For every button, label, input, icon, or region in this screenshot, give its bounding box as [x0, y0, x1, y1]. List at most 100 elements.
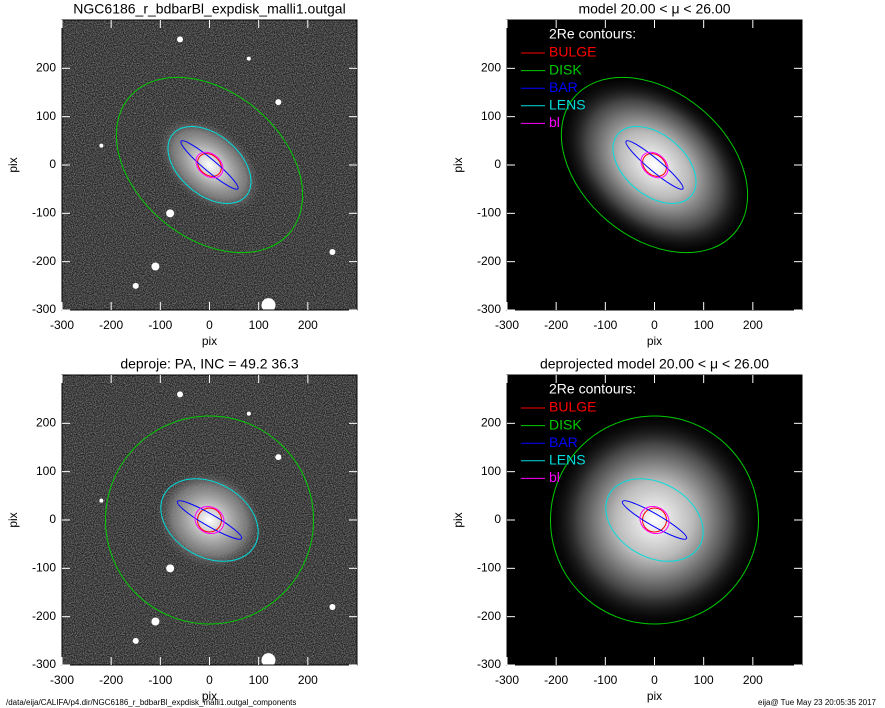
- y-tick-label: -200: [477, 254, 501, 268]
- y-tick-label: -200: [32, 254, 56, 268]
- chart-title: deproje: PA, INC = 49.2 36.3: [120, 356, 299, 372]
- legend-label: BAR: [549, 79, 578, 95]
- x-tick-label: -100: [593, 318, 617, 332]
- y-tick-label: 100: [36, 109, 56, 123]
- y-tick-label: 200: [36, 416, 56, 430]
- y-tick-label: -200: [32, 609, 56, 623]
- star: [261, 298, 276, 310]
- star: [99, 143, 104, 148]
- x-tick-label: 200: [743, 673, 763, 687]
- x-axis-label: pix: [647, 334, 662, 348]
- contour: [194, 505, 225, 535]
- legend-label: bl: [549, 114, 560, 130]
- y-tick-label: -300: [32, 657, 56, 671]
- legend-label: BULGE: [549, 44, 596, 60]
- x-tick-label: 200: [298, 318, 318, 332]
- x-tick-label: -100: [593, 673, 617, 687]
- panel-image: [507, 375, 802, 665]
- y-tick-label: 0: [494, 512, 501, 526]
- contour: [621, 500, 688, 540]
- star: [166, 209, 175, 218]
- contour: [180, 140, 239, 190]
- star: [177, 36, 183, 43]
- panel-image: [507, 20, 802, 310]
- x-tick-label: -200: [99, 318, 123, 332]
- x-axis-label: pix: [647, 689, 662, 703]
- chart-title: NGC6186_r_bdbarBl_expdisk_malli1.outgal: [73, 1, 345, 17]
- legend-label: BULGE: [549, 399, 596, 415]
- y-tick-label: 100: [481, 109, 501, 123]
- legend-label: BAR: [549, 434, 578, 450]
- x-tick-label: 100: [249, 673, 269, 687]
- galaxy: [156, 470, 263, 570]
- x-tick-label: -200: [99, 673, 123, 687]
- x-tick-label: 100: [694, 673, 714, 687]
- y-tick-label: 200: [481, 416, 501, 430]
- panel: -300 -200 -100 0 100 200 -300 -200 -100 0 100 200 de…: [451, 356, 803, 703]
- star: [166, 564, 175, 573]
- contour: [612, 126, 697, 204]
- star: [132, 637, 139, 644]
- panel: -300 -200 -100 0 100 200 -300 -200 -100 0 100 200 NG…: [6, 1, 358, 348]
- model-light: [545, 410, 764, 630]
- y-tick-label: -300: [477, 657, 501, 671]
- star: [132, 282, 139, 289]
- y-axis-label: pix: [451, 157, 465, 172]
- x-tick-label: 200: [743, 318, 763, 332]
- model-light: [556, 72, 753, 258]
- footer-path: /data/eija/CALIFA/p4.dir/NGC6186_r_bdbar…: [6, 698, 296, 707]
- y-axis-label: pix: [451, 512, 465, 527]
- y-tick-label: -100: [32, 561, 56, 575]
- chart-title: deprojected model 20.00 < μ < 26.00: [540, 356, 769, 372]
- legend-label: bl: [549, 469, 560, 485]
- contour: [625, 140, 684, 190]
- contour: [160, 478, 259, 562]
- contour: [195, 151, 224, 179]
- y-tick-label: -100: [477, 206, 501, 220]
- panel: -300 -200 -100 0 100 200 -300 -200 -100 0 100 200 de…: [6, 356, 358, 703]
- y-axis-label: pix: [6, 512, 20, 527]
- panel-image: [62, 375, 357, 665]
- x-tick-label: -300: [495, 673, 519, 687]
- x-tick-label: -300: [50, 318, 74, 332]
- panel: -300 -200 -100 0 100 200 -300 -200 -100 0 100 200 mo…: [451, 1, 803, 348]
- contour: [605, 478, 704, 562]
- x-tick-label: 0: [651, 318, 658, 332]
- legend-label: LENS: [549, 452, 586, 468]
- legend-title: 2Re contours:: [549, 381, 636, 397]
- x-tick-label: 0: [206, 318, 213, 332]
- y-tick-label: 200: [481, 61, 501, 75]
- x-tick-label: 100: [694, 318, 714, 332]
- y-tick-label: 100: [36, 464, 56, 478]
- x-tick-label: -300: [50, 673, 74, 687]
- x-tick-label: -100: [148, 318, 172, 332]
- x-tick-label: 100: [249, 318, 269, 332]
- star: [151, 617, 160, 626]
- x-axis-label: pix: [202, 334, 217, 348]
- legend-label: LENS: [549, 97, 586, 113]
- star: [275, 454, 282, 461]
- x-tick-label: -300: [495, 318, 519, 332]
- star: [246, 411, 251, 416]
- contour: [197, 153, 222, 177]
- star: [275, 99, 282, 106]
- x-tick-label: 200: [298, 673, 318, 687]
- footer-stamp: eija@ Tue May 23 20:05:35 2017: [758, 698, 877, 707]
- contour: [105, 415, 314, 625]
- x-tick-label: -200: [544, 318, 568, 332]
- contour: [642, 153, 667, 177]
- y-tick-label: 200: [36, 61, 56, 75]
- star: [329, 249, 336, 255]
- contour: [115, 76, 304, 254]
- y-tick-label: -300: [32, 302, 56, 316]
- star: [261, 653, 276, 665]
- legend-label: DISK: [549, 416, 582, 432]
- y-axis-label: pix: [6, 157, 20, 172]
- contour: [640, 151, 669, 179]
- legend-label: DISK: [549, 61, 582, 77]
- star: [99, 498, 104, 503]
- contour: [176, 500, 243, 540]
- y-tick-label: 100: [481, 464, 501, 478]
- star: [177, 391, 183, 398]
